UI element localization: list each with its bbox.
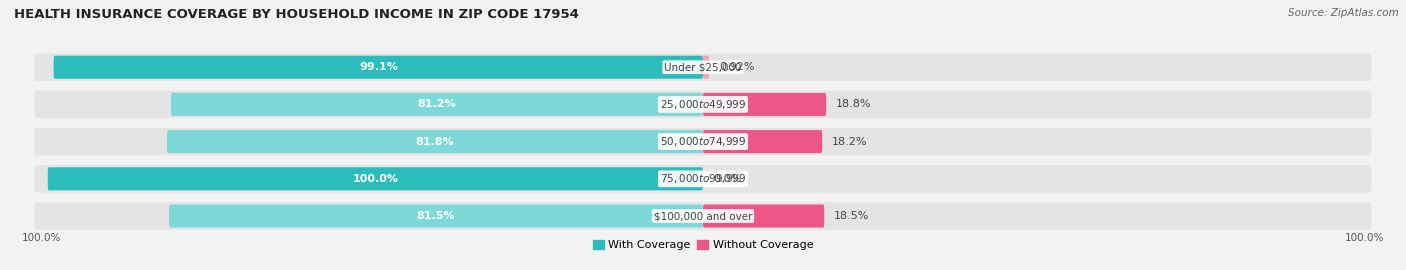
FancyBboxPatch shape (703, 56, 709, 79)
Text: 18.2%: 18.2% (832, 137, 868, 147)
Text: $100,000 and over: $100,000 and over (654, 211, 752, 221)
Text: 100.0%: 100.0% (1346, 233, 1385, 243)
FancyBboxPatch shape (703, 93, 827, 116)
FancyBboxPatch shape (48, 167, 703, 190)
Legend: With Coverage, Without Coverage: With Coverage, Without Coverage (588, 235, 818, 255)
Text: HEALTH INSURANCE COVERAGE BY HOUSEHOLD INCOME IN ZIP CODE 17954: HEALTH INSURANCE COVERAGE BY HOUSEHOLD I… (14, 8, 579, 21)
Text: 0.92%: 0.92% (718, 62, 755, 72)
Text: $50,000 to $74,999: $50,000 to $74,999 (659, 135, 747, 148)
FancyBboxPatch shape (35, 91, 1371, 118)
Text: 18.8%: 18.8% (837, 99, 872, 109)
FancyBboxPatch shape (53, 56, 703, 79)
FancyBboxPatch shape (169, 204, 703, 228)
Text: 100.0%: 100.0% (21, 233, 60, 243)
FancyBboxPatch shape (172, 93, 703, 116)
FancyBboxPatch shape (35, 165, 1371, 193)
Text: 0.0%: 0.0% (713, 174, 741, 184)
FancyBboxPatch shape (703, 130, 823, 153)
Text: 18.5%: 18.5% (834, 211, 869, 221)
FancyBboxPatch shape (167, 130, 703, 153)
Text: $75,000 to $99,999: $75,000 to $99,999 (659, 172, 747, 185)
FancyBboxPatch shape (703, 204, 824, 228)
Text: 81.8%: 81.8% (416, 137, 454, 147)
Text: 81.2%: 81.2% (418, 99, 457, 109)
Text: 81.5%: 81.5% (416, 211, 456, 221)
Text: 100.0%: 100.0% (353, 174, 398, 184)
Text: Under $25,000: Under $25,000 (664, 62, 742, 72)
FancyBboxPatch shape (35, 53, 1371, 81)
FancyBboxPatch shape (35, 128, 1371, 155)
FancyBboxPatch shape (35, 202, 1371, 230)
Text: Source: ZipAtlas.com: Source: ZipAtlas.com (1288, 8, 1399, 18)
Text: 99.1%: 99.1% (359, 62, 398, 72)
Text: $25,000 to $49,999: $25,000 to $49,999 (659, 98, 747, 111)
